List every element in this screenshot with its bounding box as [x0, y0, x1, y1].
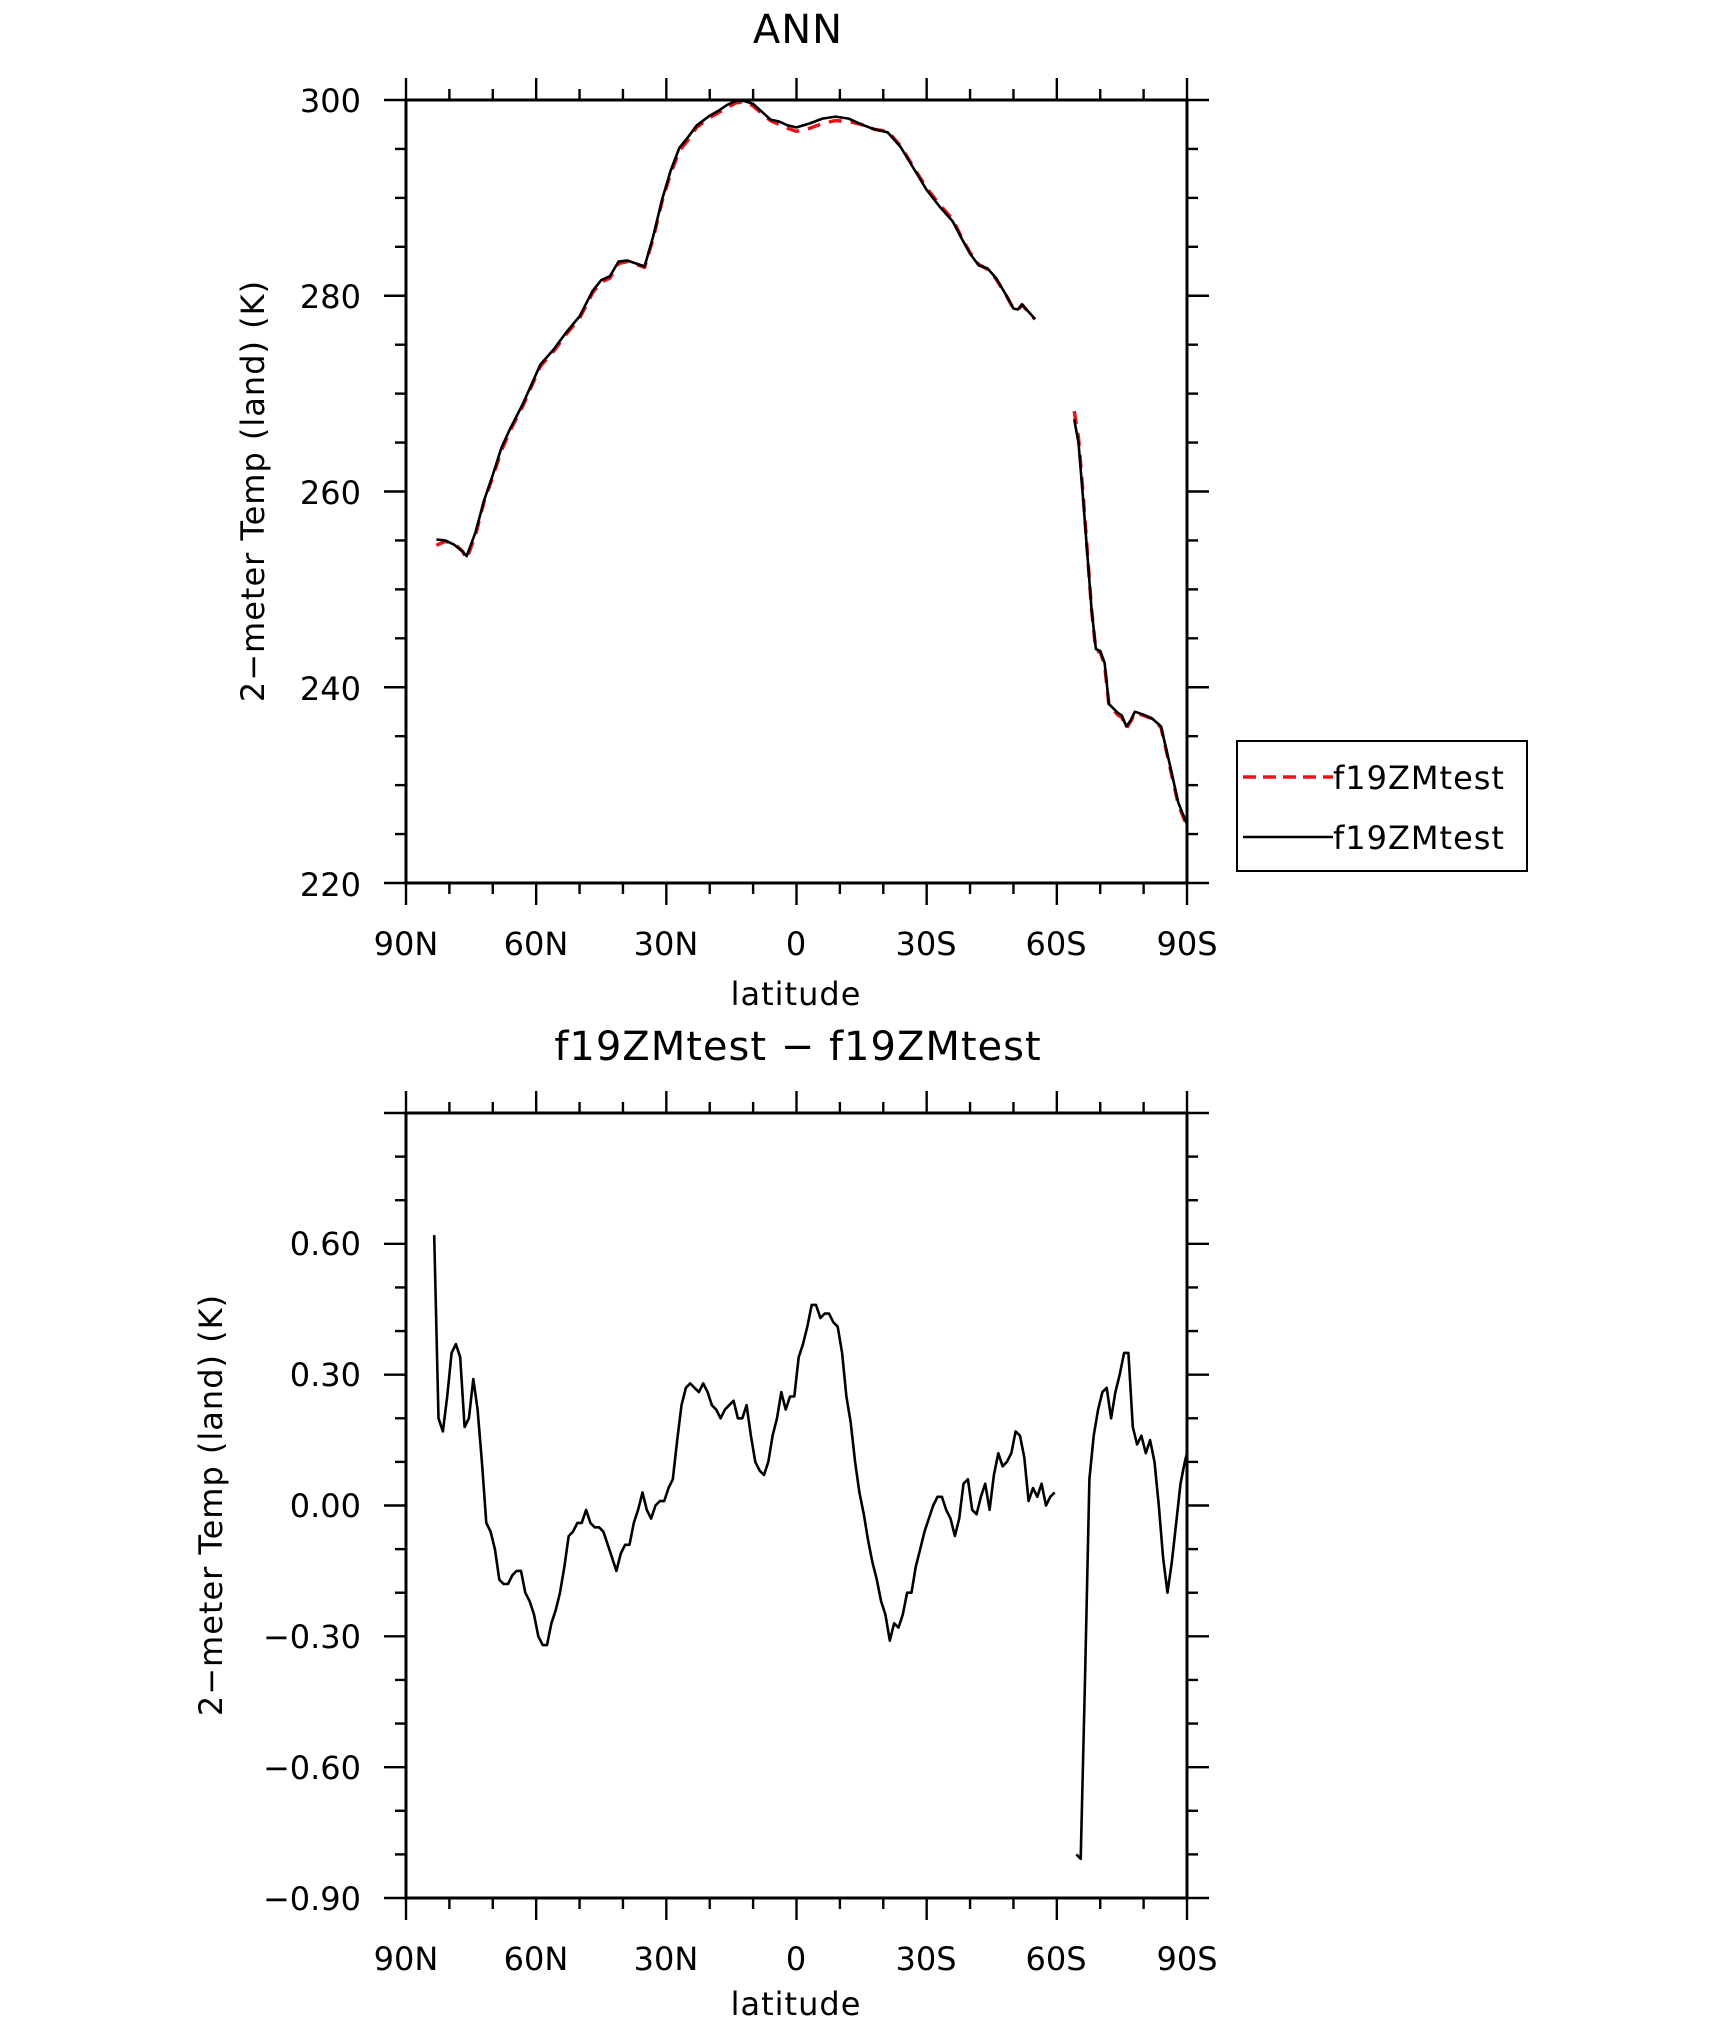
- legend-label: f19ZMtest: [1333, 759, 1505, 797]
- top-ytick-label: 300: [300, 82, 361, 120]
- top-series-1-line: [436, 99, 1189, 825]
- top-title: ANN: [753, 7, 843, 53]
- top-ytick-label: 260: [300, 474, 361, 512]
- bottom-title: f19ZMtest − f19ZMtest: [554, 1024, 1041, 1070]
- bottom-xtick-label: 60S: [1025, 1940, 1086, 1978]
- top-ytick-label: 280: [300, 278, 361, 316]
- top-xtick-label: 0: [786, 925, 806, 963]
- top-series-0-line: [435, 100, 1189, 827]
- bottom-xtick-label: 90N: [374, 1940, 439, 1978]
- bottom-ytick-label: 0.60: [290, 1225, 361, 1263]
- top-xtick-label: 60S: [1025, 925, 1086, 963]
- bottom-series-layer: [432, 1235, 1189, 1861]
- bottom-panel: f19ZMtest − f19ZMtest −0.90 −0.60 −0.30 …: [192, 1024, 1218, 2021]
- bottom-xtick-label: 30N: [634, 1940, 699, 1978]
- legend: f19ZMtest f19ZMtest: [1236, 740, 1528, 872]
- top-xtick-label: 60N: [504, 925, 569, 963]
- bottom-ytick-label: −0.60: [263, 1749, 361, 1787]
- top-series-layer: [435, 99, 1189, 827]
- bottom-ticks: [384, 1091, 1209, 1920]
- top-x-axis-title: latitude: [731, 975, 862, 1013]
- top-xtick-label: 90S: [1156, 925, 1217, 963]
- top-ytick-label: 240: [300, 670, 361, 708]
- bottom-ytick-label: 0.30: [290, 1356, 361, 1394]
- bottom-series-0-line: [432, 1235, 1189, 1861]
- bottom-plot-frame: [404, 1111, 1189, 1900]
- bottom-xtick-label: 30S: [895, 1940, 956, 1978]
- bottom-xtick-label: 0: [786, 1940, 806, 1978]
- bottom-ytick-label: −0.30: [263, 1618, 361, 1656]
- top-xtick-label: 90N: [374, 925, 439, 963]
- top-plot-frame: [404, 98, 1189, 885]
- top-xtick-label: 30N: [634, 925, 699, 963]
- bottom-ytick-label: −0.90: [263, 1880, 361, 1918]
- bottom-y-axis-title: 2−meter Temp (land) (K): [192, 1294, 230, 1716]
- bottom-xtick-label: 60N: [504, 1940, 569, 1978]
- top-ticks: [384, 78, 1209, 905]
- top-xtick-label: 30S: [895, 925, 956, 963]
- bottom-x-axis-title: latitude: [731, 1985, 862, 2021]
- bottom-xtick-label: 90S: [1156, 1940, 1217, 1978]
- legend-label: f19ZMtest: [1333, 819, 1505, 857]
- legend-box: [1236, 740, 1528, 872]
- top-panel: ANN 220 240 260 280 300 90N 60N 30N 0 30…: [234, 7, 1528, 1013]
- bottom-ytick-label: 0.00: [290, 1487, 361, 1525]
- top-ytick-label: 220: [300, 866, 361, 904]
- top-y-axis-title: 2−meter Temp (land) (K): [234, 280, 272, 702]
